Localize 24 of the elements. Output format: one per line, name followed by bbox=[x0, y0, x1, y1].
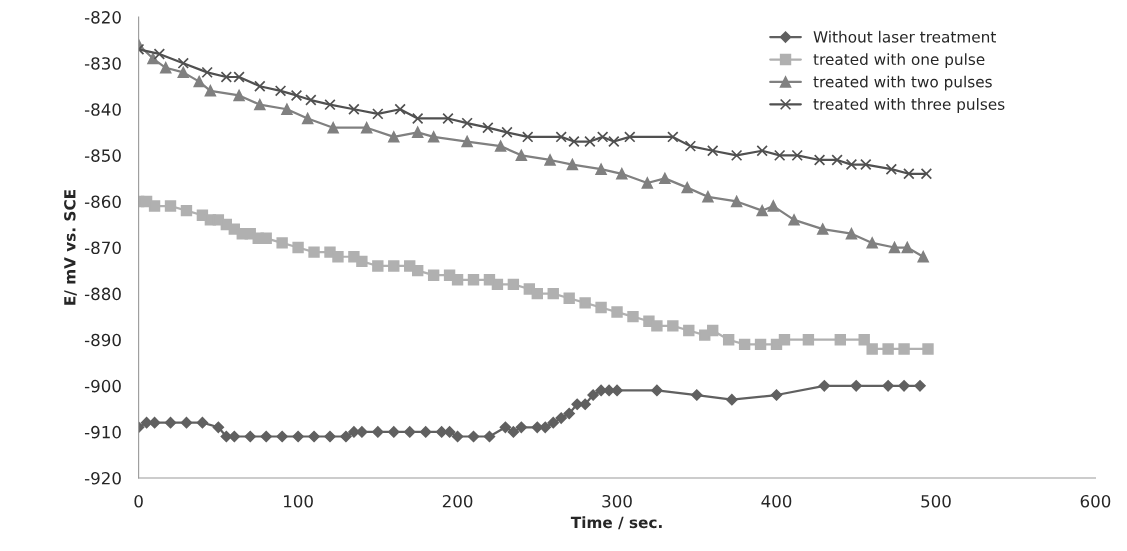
y-tick-label: -880 bbox=[84, 287, 121, 301]
y-tick-label: -890 bbox=[84, 333, 121, 347]
legend-label: treated with two pulses bbox=[813, 75, 992, 91]
legend-label: Without laser treatment bbox=[813, 30, 996, 43]
y-tick-label: -840 bbox=[84, 103, 121, 116]
legend-label: treated with one pulse bbox=[813, 53, 985, 69]
x-axis-title: Time / sec. bbox=[570, 516, 662, 530]
x-tick-label: 300 bbox=[602, 494, 632, 508]
legend-label: treated with three pulses bbox=[813, 98, 1005, 113]
y-tick-label: -920 bbox=[84, 471, 121, 485]
x-tick-label: 400 bbox=[761, 494, 792, 508]
x-tick-label: 100 bbox=[284, 494, 313, 508]
y-tick-label: -830 bbox=[84, 57, 121, 70]
y-axis-title: E/ mV vs. SCE bbox=[64, 190, 77, 305]
y-tick-label: -900 bbox=[84, 379, 121, 393]
y-tick-label: -870 bbox=[84, 241, 121, 255]
x-tick-label: 0 bbox=[134, 494, 143, 508]
y-tick-label: -850 bbox=[84, 149, 121, 162]
x-tick-label: 500 bbox=[921, 494, 951, 508]
y-tick-label: -910 bbox=[84, 425, 121, 439]
x-tick-label: 600 bbox=[1080, 494, 1111, 508]
y-tick-label: -860 bbox=[84, 195, 121, 209]
x-tick-label: 200 bbox=[442, 494, 473, 508]
y-tick-label: -820 bbox=[84, 11, 121, 24]
